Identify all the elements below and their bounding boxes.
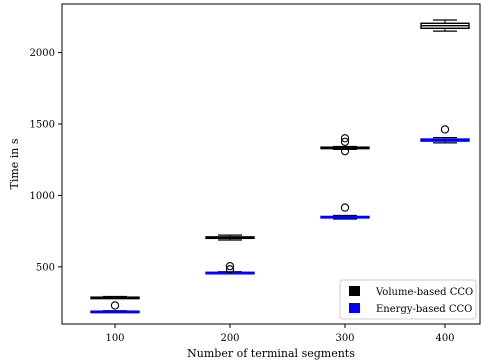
y-tick-label-2000: 2000 xyxy=(30,48,55,59)
box-energy-100 xyxy=(90,310,140,314)
flier-volume-100-0 xyxy=(110,301,120,310)
plot-frame xyxy=(61,3,481,325)
x-tick-label-100: 100 xyxy=(105,333,124,344)
legend-label-energy: Energy-based CCO xyxy=(376,304,472,315)
flier-energy-200-1 xyxy=(225,261,235,271)
y-tick-label-1000: 1000 xyxy=(30,191,55,202)
box-volume-100 xyxy=(90,295,140,310)
box-volume-300 xyxy=(320,134,370,156)
x-tick-label-300: 300 xyxy=(335,333,354,344)
legend: Volume-based CCO Energy-based CCO xyxy=(339,279,477,320)
y-tick-label-1500: 1500 xyxy=(30,120,55,131)
box-energy-300 xyxy=(320,203,370,220)
flier-volume-300-0 xyxy=(340,146,350,156)
box-energy-200 xyxy=(205,261,255,275)
y-tick-label-500: 500 xyxy=(36,262,55,273)
legend-swatch-energy xyxy=(349,303,360,313)
legend-frame xyxy=(339,279,477,320)
y-axis-label: Time in s xyxy=(8,138,21,189)
flier-energy-400-0 xyxy=(440,125,450,134)
x-axis: 100 200 300 400 xyxy=(105,324,455,344)
flier-volume-300-1 xyxy=(340,137,350,147)
legend-label-volume: Volume-based CCO xyxy=(375,287,473,298)
x-tick-label-200: 200 xyxy=(220,333,239,344)
legend-swatch-volume xyxy=(349,286,360,296)
x-axis-label: Number of terminal segments xyxy=(187,347,355,360)
y-axis: 500 1000 1500 2000 xyxy=(30,48,62,273)
flier-energy-300-0 xyxy=(340,203,350,212)
x-tick-label-400: 400 xyxy=(435,333,454,344)
box-layer xyxy=(90,19,470,314)
box-energy-400 xyxy=(420,125,470,144)
box-volume-200 xyxy=(205,234,255,241)
flier-volume-300-2 xyxy=(340,134,350,143)
flier-energy-200-0 xyxy=(225,265,235,274)
box-volume-400 xyxy=(420,19,470,32)
